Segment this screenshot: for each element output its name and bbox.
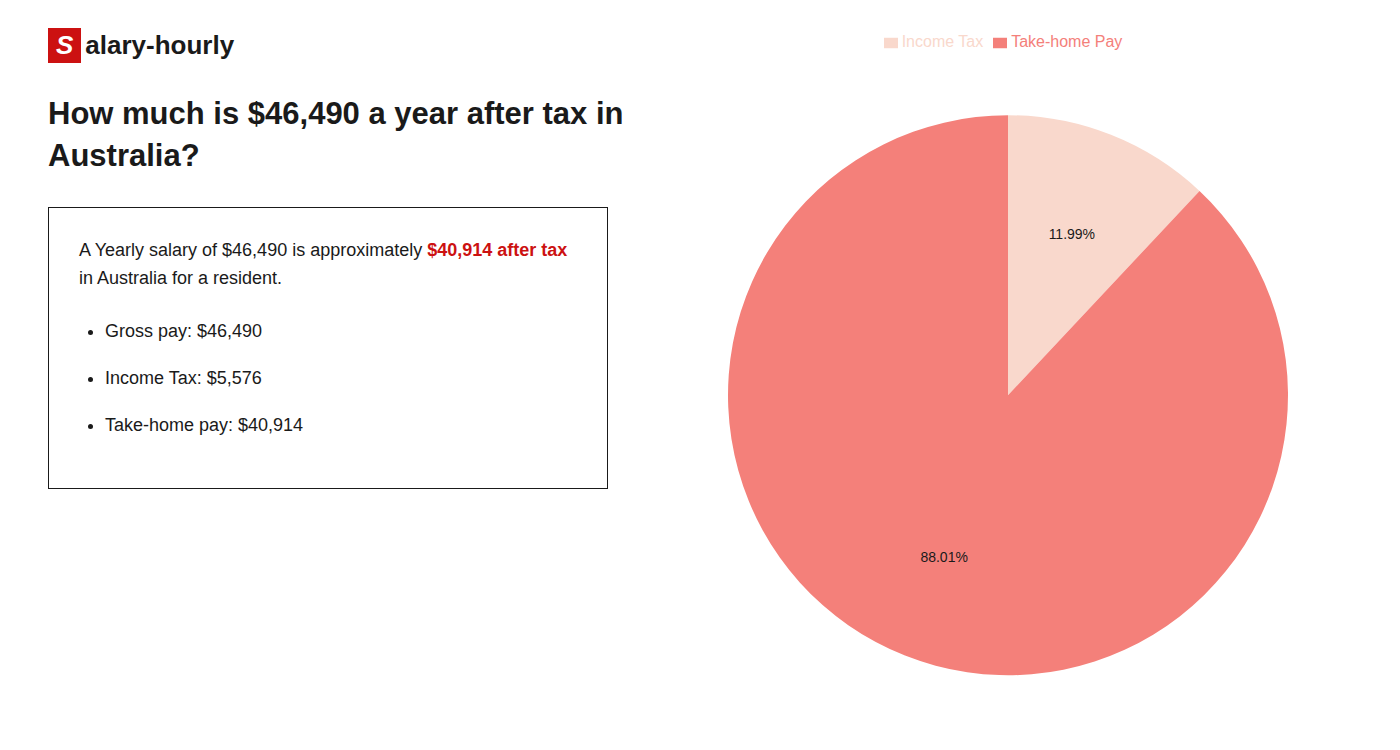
- svg-text:11.99%: 11.99%: [1049, 226, 1095, 242]
- html-text:A Yearly salary of $46,490 is: A Yearly salary of $46,490 is approximat…: [79, 239, 568, 260]
- html-text:Take-home pay: $40,914: Take-home pay: $40,914: [105, 414, 304, 435]
- html-text:S: S: [56, 30, 74, 60]
- html-text:Income Tax: Income Tax: [901, 33, 984, 50]
- html-text:Take-home Pay: Take-home Pay: [1011, 33, 1123, 50]
- html-text:alary-hourly: alary-hourly: [85, 30, 235, 60]
- svg-text:88.01%: 88.01%: [920, 549, 967, 565]
- html-text:Gross pay: $46,490: Gross pay: $46,490: [105, 321, 263, 342]
- html-text:How much is $46,490 a year aft: How much is $46,490 a year after tax in …: [48, 96, 624, 173]
- html-text:Income Tax: $5,576: Income Tax: $5,576: [105, 368, 262, 389]
- html-text:in Australia for a resident.: in Australia for a resident.: [79, 268, 283, 289]
